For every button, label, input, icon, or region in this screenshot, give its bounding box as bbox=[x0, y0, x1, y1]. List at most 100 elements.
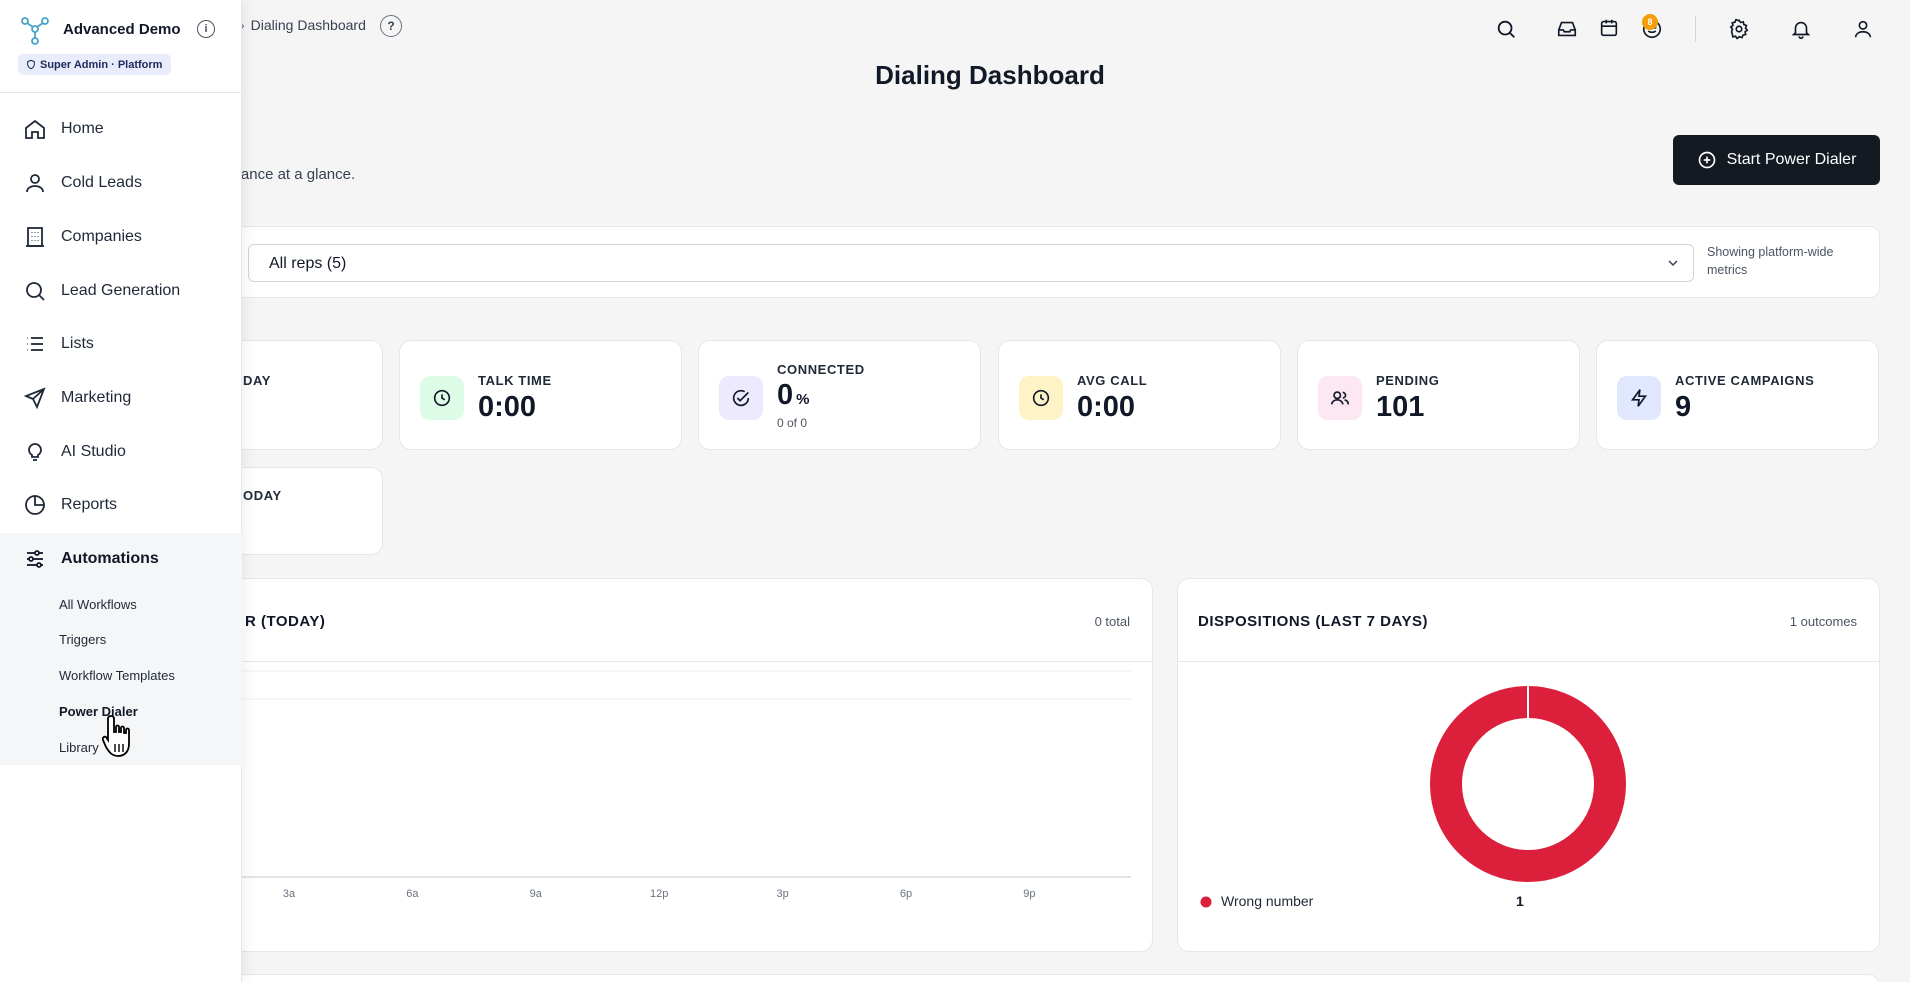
sidebar-item-cold-leads[interactable]: Cold Leads bbox=[0, 156, 242, 210]
panel-title: R (TODAY) bbox=[245, 613, 326, 630]
chart-x-tick-label: 6p bbox=[900, 888, 912, 900]
chart-x-tick-label: 9a bbox=[530, 888, 543, 900]
list-icon bbox=[23, 332, 47, 356]
legend-swatch bbox=[1200, 896, 1212, 908]
gear-icon[interactable] bbox=[1725, 15, 1753, 43]
chart-x-tick-label: 3p bbox=[776, 888, 788, 900]
panel-divider bbox=[1178, 661, 1879, 662]
shield-icon bbox=[27, 59, 35, 70]
calls-today-panel: R (TODAY) 0 total 3a 6a 9a 12p 3p 6p 9p bbox=[120, 578, 1153, 952]
search-icon[interactable] bbox=[1492, 15, 1520, 43]
start-power-dialer-label: Start Power Dialer bbox=[1726, 151, 1857, 168]
sidebar-item-label: Home bbox=[61, 120, 104, 137]
panel-meta: 1 outcomes bbox=[1789, 614, 1857, 629]
scrollbar-track[interactable] bbox=[1910, 0, 1920, 982]
legend-value: 1 bbox=[1516, 893, 1524, 909]
inbox-icon[interactable] bbox=[1553, 15, 1581, 43]
sidebar-item-ai-studio[interactable]: AI Studio bbox=[0, 425, 242, 479]
kpi-label: PENDING bbox=[1376, 373, 1440, 388]
users-icon bbox=[1318, 376, 1362, 420]
kpi-label: AVG CALL bbox=[1077, 373, 1148, 388]
sliders-icon bbox=[23, 547, 47, 571]
sidebar-item-label: Marketing bbox=[61, 389, 132, 406]
brand-logo-icon bbox=[21, 17, 49, 45]
kpi-card-active-campaigns: ACTIVE CAMPAIGNS 9 bbox=[1596, 340, 1879, 450]
kpi-card-talk-time: TALK TIME 0:00 bbox=[399, 340, 682, 450]
sidebar-item-label: Lists bbox=[61, 335, 94, 352]
kpi-value: 0:00 bbox=[478, 391, 537, 423]
sidebar-item-reports[interactable]: Reports bbox=[0, 478, 242, 532]
plus-circle-icon bbox=[1698, 151, 1715, 169]
kpi-label: DAY bbox=[243, 373, 272, 388]
kpi-label: TALK TIME bbox=[478, 373, 552, 388]
sidebar-item-label: Lead Generation bbox=[61, 282, 181, 299]
home-icon bbox=[23, 117, 47, 141]
calendar-icon[interactable] bbox=[1595, 14, 1623, 42]
breadcrumb-separator: › bbox=[240, 17, 245, 33]
sidebar-subitem-all-workflows[interactable]: All Workflows bbox=[59, 597, 137, 612]
sidebar-item-label: Reports bbox=[61, 496, 118, 513]
bottom-card bbox=[120, 974, 1880, 982]
legend-label: Wrong number bbox=[1221, 893, 1314, 909]
filter-note: Showing platform-wide metrics bbox=[1707, 245, 1834, 277]
role-badge-label: Super Admin · Platform bbox=[40, 58, 163, 71]
kpi-label: CONNECTED bbox=[777, 362, 865, 377]
bolt-icon bbox=[1617, 376, 1661, 420]
search-icon bbox=[23, 279, 47, 303]
dispositions-panel: DISPOSITIONS (LAST 7 DAYS) 1 outcomes Wr… bbox=[1177, 578, 1880, 952]
info-icon[interactable]: i bbox=[197, 20, 215, 38]
kpi-value: 0 bbox=[777, 379, 794, 411]
chart-x-tick-label: 9p bbox=[1023, 888, 1035, 900]
hand-cursor-icon bbox=[102, 715, 130, 757]
sidebar-subitem-triggers[interactable]: Triggers bbox=[59, 632, 107, 647]
lightbulb-icon bbox=[23, 440, 47, 464]
page-title: Dialing Dashboard bbox=[875, 60, 1105, 90]
user-account-icon[interactable] bbox=[1849, 15, 1877, 43]
sidebar-item-lead-generation[interactable]: Lead Generation bbox=[0, 264, 242, 318]
sidebar-divider bbox=[0, 92, 242, 93]
header-divider bbox=[1695, 16, 1696, 42]
building-icon bbox=[23, 225, 47, 249]
panel-meta: 0 total bbox=[1094, 614, 1130, 629]
clock-icon bbox=[420, 376, 464, 420]
sidebar-subitem-workflow-templates[interactable]: Workflow Templates bbox=[59, 668, 175, 683]
sidebar-item-label: Cold Leads bbox=[61, 174, 142, 191]
kpi-value: 101 bbox=[1376, 391, 1425, 423]
sidebar-item-marketing[interactable]: Marketing bbox=[0, 371, 242, 425]
sidebar-item-label: AI Studio bbox=[61, 443, 126, 460]
rep-filter-select[interactable]: All reps (5) bbox=[248, 244, 1694, 282]
sidebar-item-automations[interactable]: Automations bbox=[0, 532, 242, 586]
dispositions-donut-chart: Wrong number 1 bbox=[1200, 686, 1626, 909]
user-icon bbox=[23, 171, 47, 195]
kpi-label: ACTIVE CAMPAIGNS bbox=[1675, 373, 1815, 388]
panel-divider bbox=[121, 661, 1152, 662]
clock-icon bbox=[1019, 376, 1063, 420]
breadcrumb: › Dialing Dashboard bbox=[240, 17, 366, 33]
kpi-value: 9 bbox=[1675, 391, 1692, 423]
chart-x-tick-label: 12p bbox=[650, 888, 668, 900]
kpi-value: 0:00 bbox=[1077, 391, 1136, 423]
sidebar-item-companies[interactable]: Companies bbox=[0, 210, 242, 264]
role-badge: Super Admin · Platform bbox=[18, 54, 172, 75]
breadcrumb-current[interactable]: Dialing Dashboard bbox=[250, 17, 366, 33]
chart-x-tick-label: 6a bbox=[406, 888, 419, 900]
pie-chart-icon bbox=[23, 493, 47, 517]
sidebar-item-label: Companies bbox=[61, 228, 142, 245]
sidebar-item-lists[interactable]: Lists bbox=[0, 317, 242, 371]
app-name[interactable]: Advanced Demo bbox=[63, 21, 181, 38]
sidebar-subitem-library[interactable]: Library bbox=[59, 740, 99, 755]
sidebar-item-home[interactable]: Home bbox=[0, 102, 242, 156]
calls-line-chart: 3a 6a 9a 12p 3p 6p 9p bbox=[141, 670, 1131, 900]
rep-filter-value: All reps (5) bbox=[269, 255, 347, 272]
send-icon bbox=[23, 386, 47, 410]
bell-icon[interactable] bbox=[1787, 15, 1815, 43]
start-power-dialer-button[interactable]: Start Power Dialer bbox=[1673, 135, 1880, 185]
kpi-label: ODAY bbox=[243, 488, 282, 503]
donut-slice[interactable] bbox=[1430, 686, 1626, 882]
sidebar: Advanced Demo i Super Admin · Platform H… bbox=[0, 0, 242, 982]
chevron-down-icon bbox=[1668, 260, 1678, 267]
help-icon[interactable]: ? bbox=[380, 15, 402, 37]
kpi-card-avg-call: AVG CALL 0:00 bbox=[998, 340, 1281, 450]
sidebar-subitem-power-dialer[interactable]: Power Dialer bbox=[59, 704, 138, 719]
